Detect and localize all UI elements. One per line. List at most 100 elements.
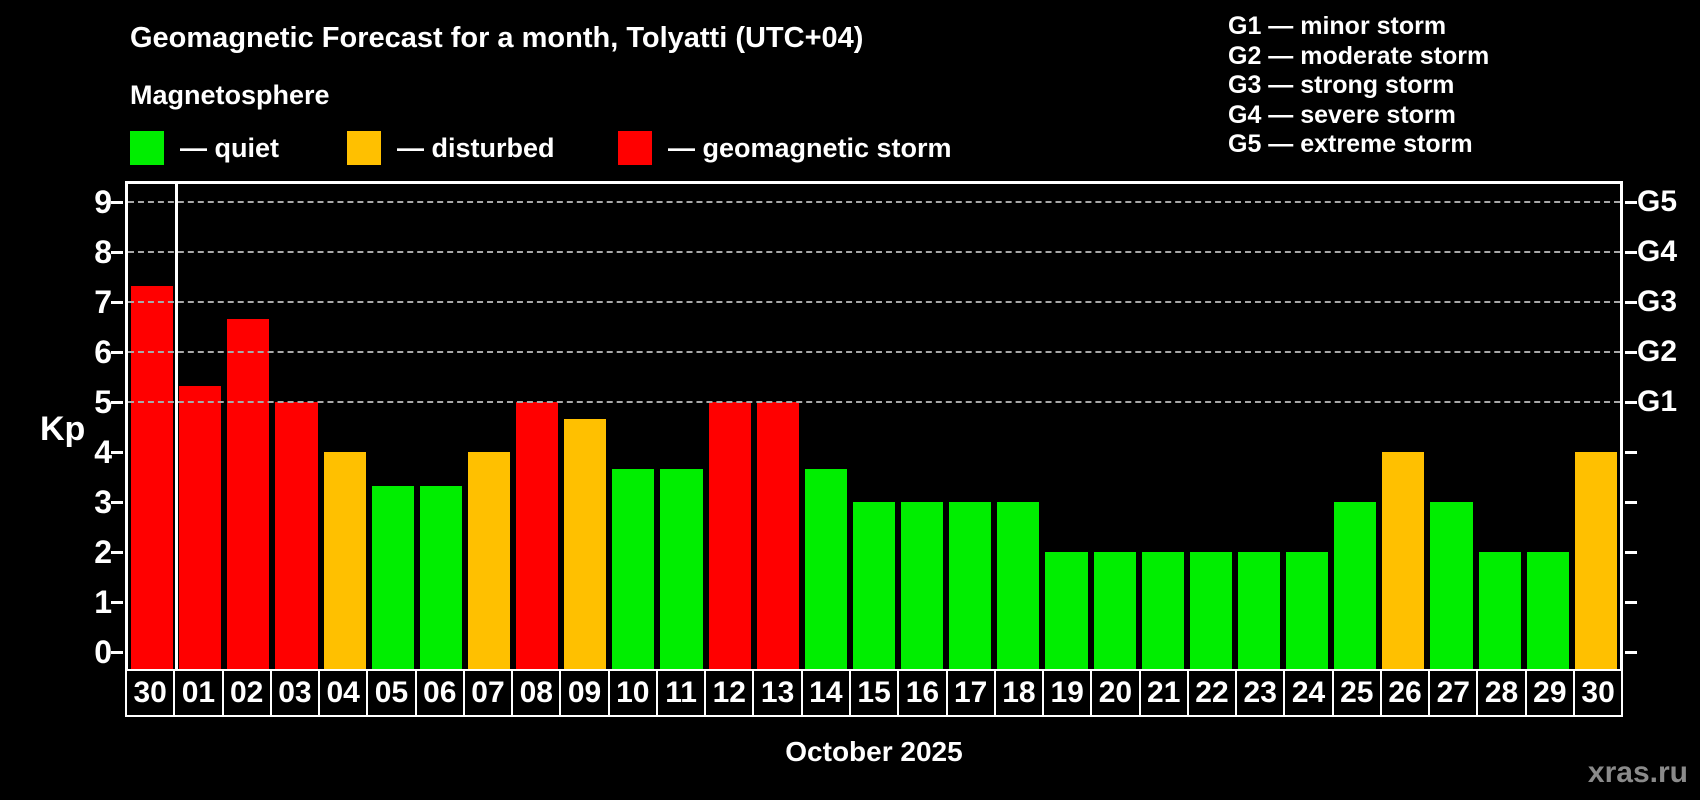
y-tick-label-2: 2 xyxy=(94,534,112,570)
bar-18-day-18 xyxy=(997,502,1040,669)
bar-27-day-27 xyxy=(1430,502,1473,669)
day-label-10-10: 10 xyxy=(607,669,658,717)
y-tick-left-7 xyxy=(111,301,123,304)
y-tick-right-5 xyxy=(1625,401,1637,404)
day-label-28-28: 28 xyxy=(1476,669,1527,717)
right-axis-label-g1: G1 xyxy=(1637,385,1678,418)
day-label-15-15: 15 xyxy=(848,669,900,717)
y-tick-label-3: 3 xyxy=(94,484,112,520)
bar-26-day-26 xyxy=(1382,452,1425,669)
status-legend: — quiet — disturbed — geomagnetic storm xyxy=(130,131,1030,169)
storm-scale-line-g4: G4 — severe storm xyxy=(1228,100,1456,129)
storm-scale-line-g1: G1 — minor storm xyxy=(1228,12,1447,40)
y-tick-right-8 xyxy=(1625,251,1637,254)
day-label-24-24: 24 xyxy=(1283,669,1334,717)
day-label-19-19: 19 xyxy=(1042,669,1093,717)
day-label-4-04: 04 xyxy=(318,669,369,717)
right-axis-label-g2: G2 xyxy=(1637,335,1678,368)
bar-2-day-02 xyxy=(227,318,270,669)
bar-3-day-03 xyxy=(275,402,318,669)
y-tick-right-4 xyxy=(1625,451,1637,454)
right-axis-label-g4: G4 xyxy=(1637,235,1678,268)
bar-9-day-09 xyxy=(564,418,607,669)
y-tick-label-8: 8 xyxy=(94,234,112,270)
day-label-30-30: 30 xyxy=(1572,669,1624,717)
day-label-3-03: 03 xyxy=(269,669,321,717)
bar-10-day-10 xyxy=(612,468,655,669)
bar-15-day-15 xyxy=(852,502,895,669)
day-label-23-23: 23 xyxy=(1235,669,1286,717)
bar-14-day-14 xyxy=(804,468,847,669)
y-tick-label-9: 9 xyxy=(94,184,112,220)
bar-20-day-20 xyxy=(1093,552,1136,669)
bar-6-day-06 xyxy=(419,485,462,669)
day-label-21-21: 21 xyxy=(1138,669,1189,717)
y-tick-label-0: 0 xyxy=(94,634,112,670)
gridline-g2 xyxy=(128,351,1620,353)
day-label-27-27: 27 xyxy=(1428,669,1479,717)
legend-label-quiet: — quiet xyxy=(180,132,279,163)
day-label-1-01: 01 xyxy=(173,669,224,717)
y-tick-left-0 xyxy=(111,651,123,654)
right-axis-label-g5: G5 xyxy=(1637,185,1678,218)
y-axis-title: Kp xyxy=(40,410,86,448)
storm-scale-line-g2: G2 — moderate storm xyxy=(1228,41,1490,70)
y-tick-left-1 xyxy=(111,601,123,604)
day-label-0-30: 30 xyxy=(125,669,176,717)
legend-swatch-disturbed xyxy=(347,131,381,165)
day-label-29-29: 29 xyxy=(1524,669,1575,717)
y-tick-left-3 xyxy=(111,501,123,504)
bar-24-day-24 xyxy=(1286,552,1329,669)
gridline-g4 xyxy=(128,251,1620,253)
storm-scale-line-g3: G3 — strong storm xyxy=(1228,71,1455,99)
day-label-12-12: 12 xyxy=(704,669,755,717)
y-tick-right-3 xyxy=(1625,501,1637,504)
legend-item-quiet: — quiet xyxy=(130,131,279,165)
day-label-22-22: 22 xyxy=(1186,669,1238,717)
bar-7-day-07 xyxy=(467,452,510,669)
legend-item-disturbed: — disturbed xyxy=(347,131,555,165)
legend-swatch-quiet xyxy=(130,131,164,165)
day-label-16-16: 16 xyxy=(897,669,948,717)
watermark: xras.ru xyxy=(1587,756,1688,789)
storm-scale-line-g5: G5 — extreme storm xyxy=(1228,130,1473,158)
day-label-18-18: 18 xyxy=(993,669,1045,717)
y-tick-right-7 xyxy=(1625,301,1637,304)
day-label-2-02: 02 xyxy=(221,669,272,717)
y-tick-label-7: 7 xyxy=(94,284,112,320)
bar-1-day-01 xyxy=(179,385,222,669)
day-label-5-05: 05 xyxy=(366,669,417,717)
y-tick-right-2 xyxy=(1625,551,1637,554)
y-tick-label-1: 1 xyxy=(94,584,112,620)
bar-22-day-22 xyxy=(1189,552,1232,669)
day-label-25-25: 25 xyxy=(1331,669,1382,717)
storm-scale-legend: G1 — minor storm G2 — moderate storm G3 — … xyxy=(1228,12,1489,160)
month-separator-line xyxy=(175,184,179,669)
y-tick-right-9 xyxy=(1625,201,1637,204)
bar-17-day-17 xyxy=(949,502,992,669)
bar-13-day-13 xyxy=(756,402,799,669)
day-label-26-26: 26 xyxy=(1379,669,1431,717)
y-tick-right-0 xyxy=(1625,651,1637,654)
legend-label-storm: — geomagnetic storm xyxy=(668,132,952,163)
bar-12-day-12 xyxy=(708,402,751,669)
y-tick-left-5 xyxy=(111,401,123,404)
chart-title: Geomagnetic Forecast for a month, Tolyat… xyxy=(130,22,864,54)
day-label-6-06: 06 xyxy=(414,669,465,717)
bar-23-day-23 xyxy=(1237,552,1280,669)
y-tick-left-9 xyxy=(111,201,123,204)
day-label-20-20: 20 xyxy=(1090,669,1141,717)
bar-19-day-19 xyxy=(1045,552,1088,669)
bar-29-day-29 xyxy=(1526,552,1569,669)
day-label-11-11: 11 xyxy=(655,669,707,717)
bar-8-day-08 xyxy=(516,402,559,669)
day-label-17-17: 17 xyxy=(945,669,996,717)
bar-11-day-11 xyxy=(660,468,703,669)
y-tick-label-4: 4 xyxy=(94,434,112,470)
day-label-14-14: 14 xyxy=(800,669,851,717)
gridline-g3 xyxy=(128,301,1620,303)
bars xyxy=(128,184,1620,669)
day-label-9-09: 09 xyxy=(559,669,610,717)
x-axis-day-labels: 30 01 02 03 04 05 06 07 08 09 10 11 12 13 14 15 16 17 18 19… xyxy=(125,669,1624,717)
